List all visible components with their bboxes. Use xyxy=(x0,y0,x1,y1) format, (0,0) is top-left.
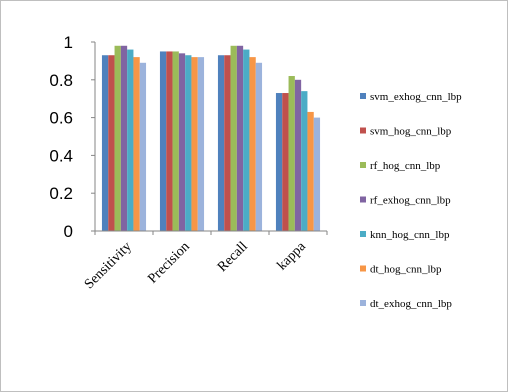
bar-sensitivity-knn-hog-cnn-lbp xyxy=(127,49,134,232)
x-tick-label-kappa: kappa xyxy=(275,239,310,274)
x-tick-label-recall: Recall xyxy=(215,239,251,275)
bar-kappa-dt-hog-cnn-lbp xyxy=(307,111,314,231)
bar-precision-rf-exhog-cnn-lbp xyxy=(178,53,186,232)
bar-kappa-svm-exhog-cnn-lbp xyxy=(275,93,283,231)
legend-label-knn-hog-cnn-lbp: knn_hog_cnn_lbp xyxy=(370,229,450,241)
legend-swatch xyxy=(360,300,366,306)
y-tick-label: 0.6 xyxy=(49,109,73,128)
bar-sensitivity-dt-hog-cnn-lbp xyxy=(133,57,140,232)
y-tick-labels: 0 0.2 0.4 0.6 0.8 1 xyxy=(49,33,73,241)
bar-precision-dt-exhog-cnn-lbp xyxy=(197,57,205,232)
legend-swatch xyxy=(360,265,366,272)
bar-kappa-dt-exhog-cnn-lbp xyxy=(313,117,321,231)
legend-label-dt-hog-cnn-lbp: dt_hog_cnn_lbp xyxy=(370,264,442,276)
y-tick-label: 0.4 xyxy=(49,146,73,165)
bars-group xyxy=(101,45,321,232)
y-tick-label: 0.8 xyxy=(49,71,73,90)
x-tick-label-sensitivity: Sensitivity xyxy=(82,239,135,292)
bar-sensitivity-rf-exhog-cnn-lbp xyxy=(120,45,128,231)
bar-recall-svm-hog-cnn-lbp xyxy=(224,55,231,232)
bar-kappa-knn-hog-cnn-lbp xyxy=(301,91,308,231)
bar-kappa-rf-exhog-cnn-lbp xyxy=(294,79,302,231)
x-tick-labels: Sensitivity Precision Recall kappa xyxy=(82,239,310,293)
legend: svm_exhog_cnn_lbp svm_hog_cnn_lbp rf_hog_c… xyxy=(360,91,462,310)
bar-precision-svm-exhog-cnn-lbp xyxy=(159,51,167,232)
bar-precision-dt-hog-cnn-lbp xyxy=(191,57,198,232)
bar-recall-svm-exhog-cnn-lbp xyxy=(217,55,225,232)
legend-label-rf-exhog-cnn-lbp: rf_exhog_cnn_lbp xyxy=(370,195,451,207)
bar-kappa-svm-hog-cnn-lbp xyxy=(282,93,289,231)
legend-label-rf-hog-cnn-lbp: rf_hog_cnn_lbp xyxy=(370,160,441,172)
bar-kappa-rf-hog-cnn-lbp xyxy=(288,76,295,232)
legend-label-svm-exhog-cnn-lbp: svm_exhog_cnn_lbp xyxy=(370,91,462,103)
bar-sensitivity-svm-hog-cnn-lbp xyxy=(108,55,115,232)
legend-label-dt-exhog-cnn-lbp: dt_exhog_cnn_lbp xyxy=(370,298,452,310)
bar-precision-knn-hog-cnn-lbp xyxy=(185,55,192,232)
axes-group xyxy=(91,41,328,235)
bar-precision-svm-hog-cnn-lbp xyxy=(166,51,173,232)
bar-sensitivity-svm-exhog-cnn-lbp xyxy=(101,55,109,232)
y-tick-label: 0.2 xyxy=(49,184,73,203)
legend-label-svm-hog-cnn-lbp: svm_hog_cnn_lbp xyxy=(370,126,452,138)
y-tick-label: 1 xyxy=(64,33,73,52)
bar-recall-rf-hog-cnn-lbp xyxy=(230,45,237,231)
x-tick-label-precision: Precision xyxy=(145,239,192,286)
bar-recall-dt-exhog-cnn-lbp xyxy=(255,62,263,231)
legend-swatch xyxy=(360,93,366,99)
bar-recall-rf-exhog-cnn-lbp xyxy=(236,45,244,231)
legend-swatch xyxy=(360,127,366,134)
legend-swatch xyxy=(360,231,366,237)
bar-recall-knn-hog-cnn-lbp xyxy=(243,49,250,232)
bar-precision-rf-hog-cnn-lbp xyxy=(172,51,179,232)
bar-recall-dt-hog-cnn-lbp xyxy=(249,57,256,232)
bar-sensitivity-dt-exhog-cnn-lbp xyxy=(139,62,147,231)
y-tick-label: 0 xyxy=(64,222,73,241)
legend-swatch xyxy=(360,196,366,203)
legend-swatch xyxy=(360,162,366,168)
bar-sensitivity-rf-hog-cnn-lbp xyxy=(114,45,121,231)
